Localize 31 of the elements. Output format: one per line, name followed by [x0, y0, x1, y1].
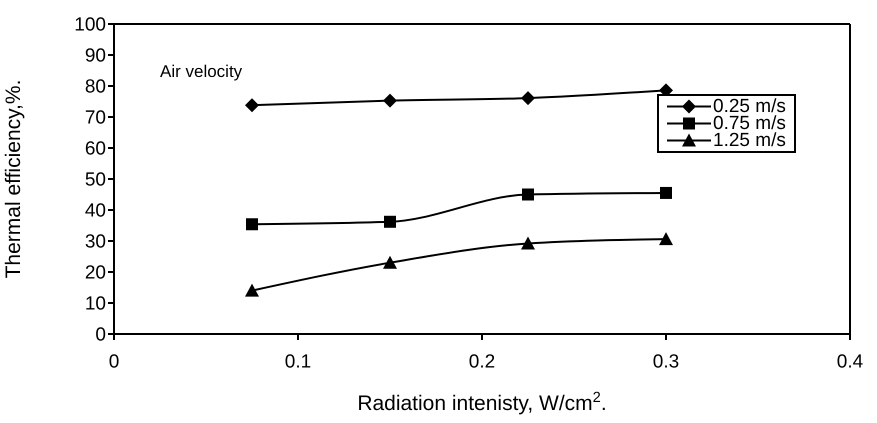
- y-tick-label: 90: [84, 46, 106, 67]
- x-tick-label: 0: [108, 351, 120, 372]
- point: [522, 188, 534, 200]
- y-tick-label: 100: [74, 14, 106, 36]
- annotation: Air velocity: [160, 62, 242, 82]
- y-tick-label: 30: [84, 232, 106, 253]
- legend-label: 1.25 m/s: [713, 130, 786, 151]
- x-tick-label: 0.3: [652, 351, 680, 372]
- point: [245, 98, 259, 112]
- y-tick-label: 50: [84, 170, 106, 191]
- point: [384, 216, 396, 228]
- point: [383, 256, 397, 269]
- x-tick-label: 0.4: [836, 351, 864, 372]
- x-axis-title: Radiation intenisty, W/cm$^{2}$.: [357, 390, 607, 415]
- y-axis-title: Thermal efficiency,%.: [2, 80, 25, 278]
- point: [521, 91, 535, 106]
- point: [660, 186, 672, 199]
- y-tick-label: 80: [84, 76, 106, 98]
- y-tick-label: 60: [84, 138, 106, 160]
- y-tick-label: 70: [84, 108, 106, 129]
- y-tick-label: 10: [84, 294, 106, 315]
- y-tick-label: 20: [84, 262, 106, 284]
- point: [383, 94, 397, 108]
- y-tick-label: 40: [84, 200, 106, 222]
- point: [521, 236, 535, 250]
- point: [245, 284, 259, 297]
- x-tick-label: 0.2: [468, 351, 496, 372]
- x-tick-label: 0.1: [284, 351, 312, 372]
- y-tick-label: 0: [95, 324, 106, 346]
- point: [246, 218, 258, 230]
- point: [659, 232, 673, 246]
